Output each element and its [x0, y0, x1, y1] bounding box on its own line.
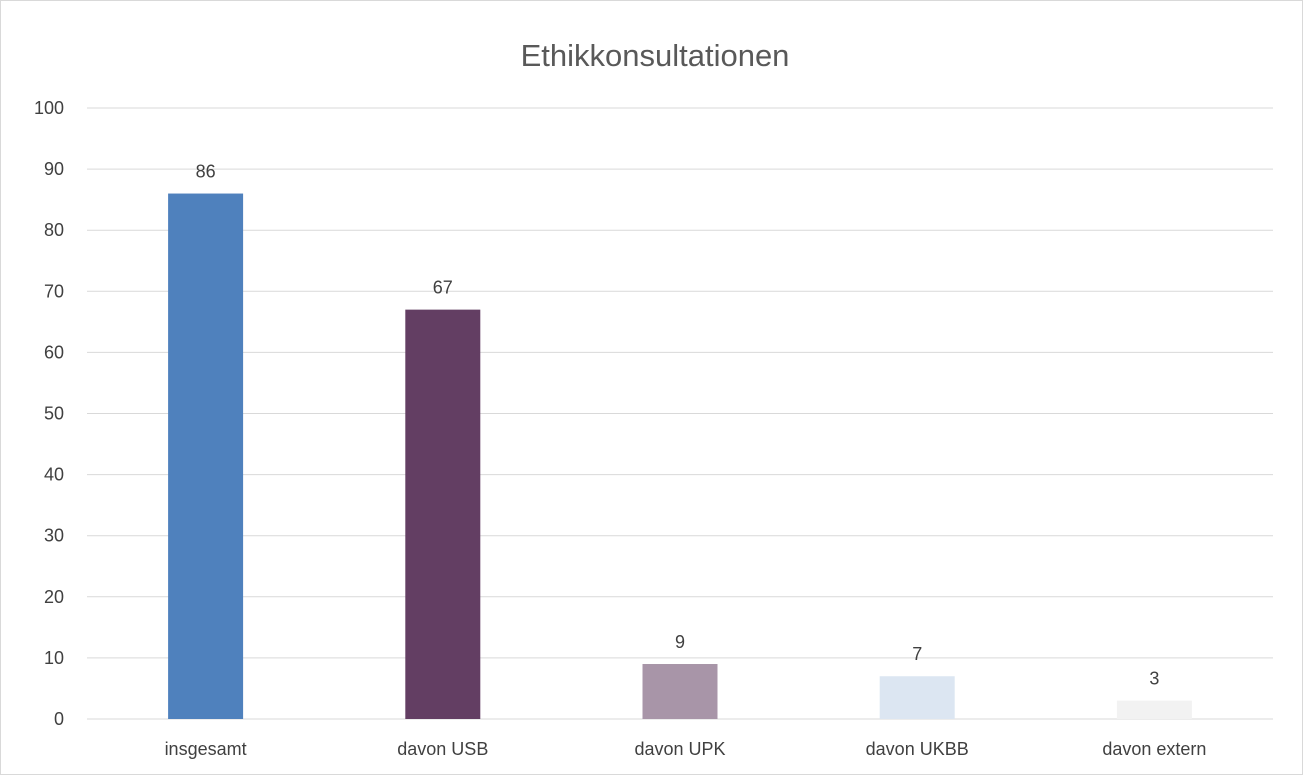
x-axis-category-labels: insgesamt davon USB davon UPK davon UKBB dav…	[165, 739, 1207, 759]
y-tick-label: 70	[44, 281, 64, 301]
bar-davon-usb	[405, 309, 481, 719]
y-tick-label: 60	[44, 342, 64, 362]
data-labels: 86 67 9 7 3	[196, 162, 1160, 689]
y-tick-label: 30	[44, 526, 64, 546]
y-tick-label: 40	[44, 465, 64, 485]
x-category-label: davon UKBB	[866, 739, 969, 759]
bar-davon-upk	[642, 664, 718, 719]
bars	[168, 193, 1192, 720]
chart-title: Ethikkonsultationen	[521, 38, 790, 73]
y-tick-label: 50	[44, 404, 64, 424]
data-label: 67	[433, 278, 453, 298]
x-category-label: insgesamt	[165, 739, 247, 759]
x-category-label: davon USB	[397, 739, 488, 759]
x-category-label: davon extern	[1102, 739, 1206, 759]
y-tick-label: 100	[34, 98, 64, 118]
y-axis-tick-labels: 0 10 20 30 40 50 60 70 80 90 100	[34, 98, 64, 729]
data-label: 86	[196, 162, 216, 182]
bar-davon-extern	[1116, 700, 1192, 719]
x-category-label: davon UPK	[634, 739, 725, 759]
y-tick-label: 0	[54, 709, 64, 729]
bar-insgesamt	[168, 193, 244, 720]
data-label: 7	[912, 644, 922, 664]
y-tick-label: 80	[44, 220, 64, 240]
data-label: 3	[1149, 669, 1159, 689]
y-tick-label: 10	[44, 648, 64, 668]
gridlines	[87, 107, 1273, 720]
data-label: 9	[675, 632, 685, 652]
y-tick-label: 90	[44, 159, 64, 179]
bar-davon-ukbb	[879, 676, 955, 719]
y-tick-label: 20	[44, 587, 64, 607]
